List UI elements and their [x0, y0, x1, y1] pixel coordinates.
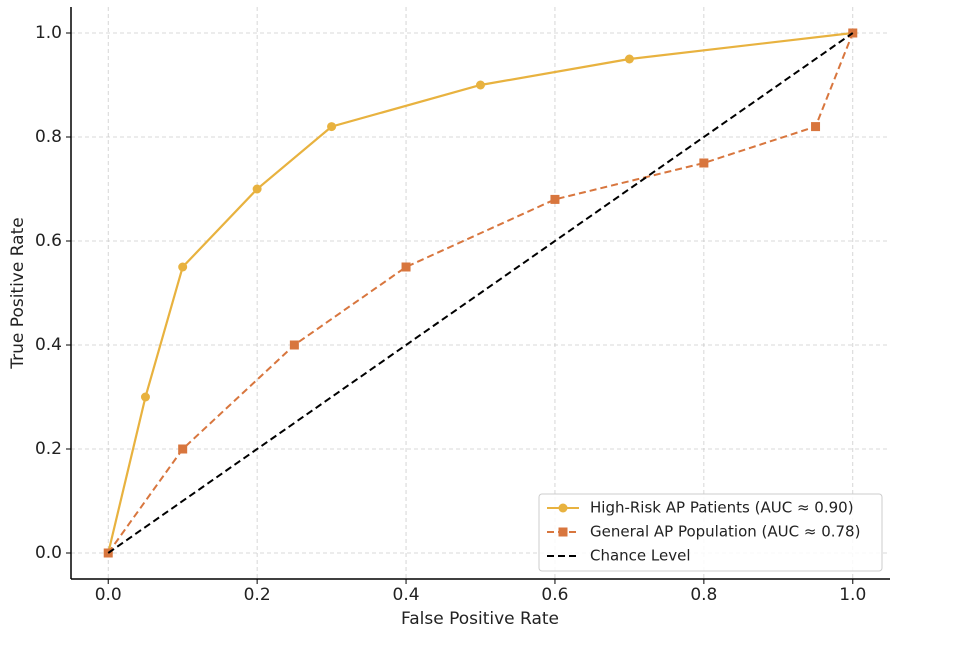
point	[252, 184, 262, 194]
legend-box	[538, 493, 883, 572]
legend-marker	[558, 527, 568, 537]
point	[178, 444, 188, 454]
legend-marker	[558, 503, 568, 513]
x-tick-label: 0.8	[690, 585, 717, 605]
x-tick-label: 0.4	[393, 585, 420, 605]
legend-label: High-Risk AP Patients (AUC ≈ 0.90)	[590, 499, 854, 517]
x-tick-label: 0.0	[95, 585, 122, 605]
point	[699, 158, 709, 168]
point	[178, 262, 188, 272]
line	[107, 32, 854, 554]
y-tick-label: 0.0	[35, 543, 62, 563]
x-tick-label: 0.6	[541, 585, 568, 605]
x-axis-label: False Positive Rate	[401, 609, 559, 629]
x-tick-label: 1.0	[839, 585, 866, 605]
legend-label: Chance Level	[590, 547, 691, 565]
y-axis-label: True Positive Rate	[8, 217, 28, 369]
point	[401, 262, 411, 272]
x-tick-label: 0.2	[244, 585, 271, 605]
point	[140, 392, 150, 402]
point	[476, 80, 485, 90]
point	[289, 340, 299, 350]
y-tick-label: 0.4	[35, 335, 62, 355]
point	[327, 122, 337, 132]
line	[107, 32, 854, 554]
y-tick-label: 0.8	[35, 127, 62, 147]
y-tick-label: 0.2	[35, 439, 62, 459]
point	[550, 194, 560, 204]
y-tick-label: 0.6	[35, 231, 62, 251]
line	[107, 31, 853, 554]
point	[811, 122, 821, 132]
point	[624, 54, 634, 64]
y-tick-label: 1.0	[35, 23, 62, 43]
legend-label: General AP Population (AUC ≈ 0.78)	[590, 523, 860, 541]
